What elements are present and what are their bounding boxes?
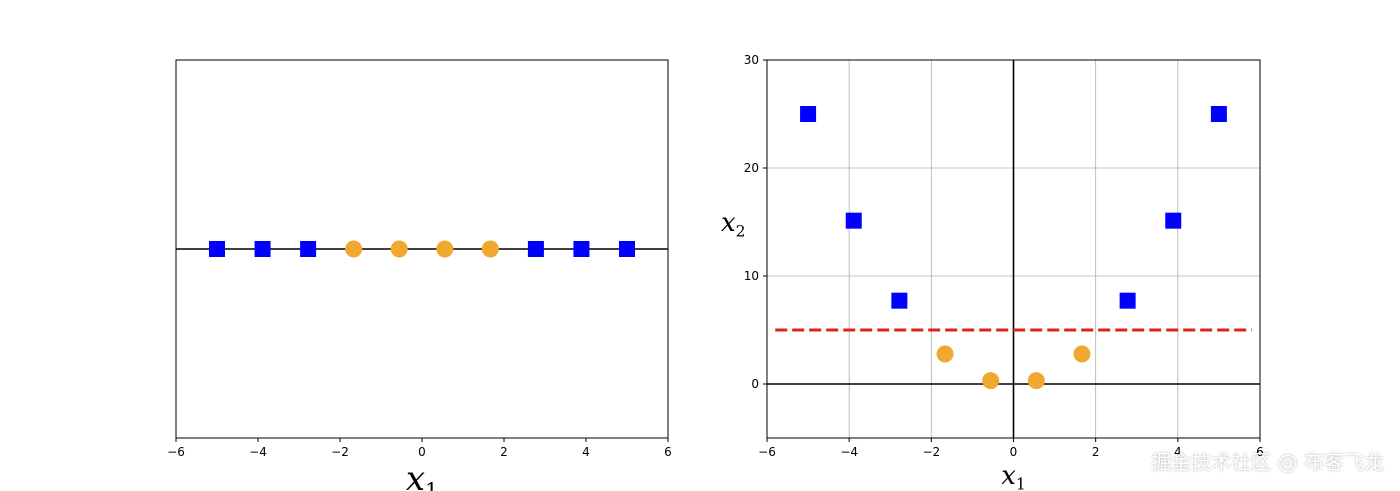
data-point-square (254, 241, 271, 257)
x-tick-label: −6 (167, 445, 185, 459)
data-point-circle (982, 372, 1000, 390)
x-tick-label: 6 (1256, 445, 1264, 459)
y-axis-label-subscript: 2 (736, 223, 746, 241)
x-axis-label-subscript: 1 (1016, 476, 1026, 491)
y-tick-label: 0 (751, 377, 759, 391)
data-point-square (300, 241, 317, 257)
x-tick-label: 2 (1092, 445, 1100, 459)
data-point-square (619, 241, 635, 257)
data-point-circle (345, 240, 363, 258)
data-point-circle (436, 240, 454, 258)
x-tick-label: 0 (418, 445, 426, 459)
x-tick-label: 2 (500, 445, 508, 459)
data-point-square (1119, 292, 1136, 309)
x-tick-label: −2 (922, 445, 940, 459)
x-tick-label: 0 (1010, 445, 1018, 459)
data-point-circle (481, 240, 499, 258)
y-tick-label: 20 (744, 161, 759, 175)
data-point-square (800, 106, 817, 122)
x-tick-label: −2 (331, 445, 349, 459)
x-tick-label: 4 (1174, 445, 1182, 459)
data-point-circle (1073, 345, 1091, 363)
y-tick-label: 10 (744, 269, 759, 283)
x-axis-label-subscript: 1 (425, 478, 438, 491)
data-point-square (209, 241, 225, 257)
data-point-circle (936, 345, 954, 363)
x-tick-label: −6 (758, 445, 776, 459)
data-point-square (891, 292, 908, 309)
data-point-square (573, 241, 590, 257)
right-chart: −6 −4 −2 0 2 4 6 0 10 20 30 x1 x2 (721, 53, 1264, 491)
x-axis-label: x1 (406, 459, 438, 491)
x-axis-label: x1 (1001, 461, 1026, 491)
x-tick-label: 6 (664, 445, 672, 459)
watermark-text: 掘金技术社区 @ 布客飞龙 (1151, 450, 1384, 474)
y-axis-label: x2 (721, 208, 746, 241)
data-point-square (527, 241, 544, 257)
x-tick-label: −4 (249, 445, 267, 459)
data-point-square (1210, 106, 1227, 122)
data-point-square (845, 212, 862, 229)
data-point-circle (390, 240, 408, 258)
data-point-circle (1027, 372, 1045, 390)
y-tick-label: 30 (744, 53, 759, 67)
x-tick-label: −4 (840, 445, 858, 459)
x-tick-label: 4 (582, 445, 590, 459)
left-chart: −6 −4 −2 0 2 4 6 x1 (167, 59, 672, 491)
data-point-square (1165, 212, 1182, 229)
